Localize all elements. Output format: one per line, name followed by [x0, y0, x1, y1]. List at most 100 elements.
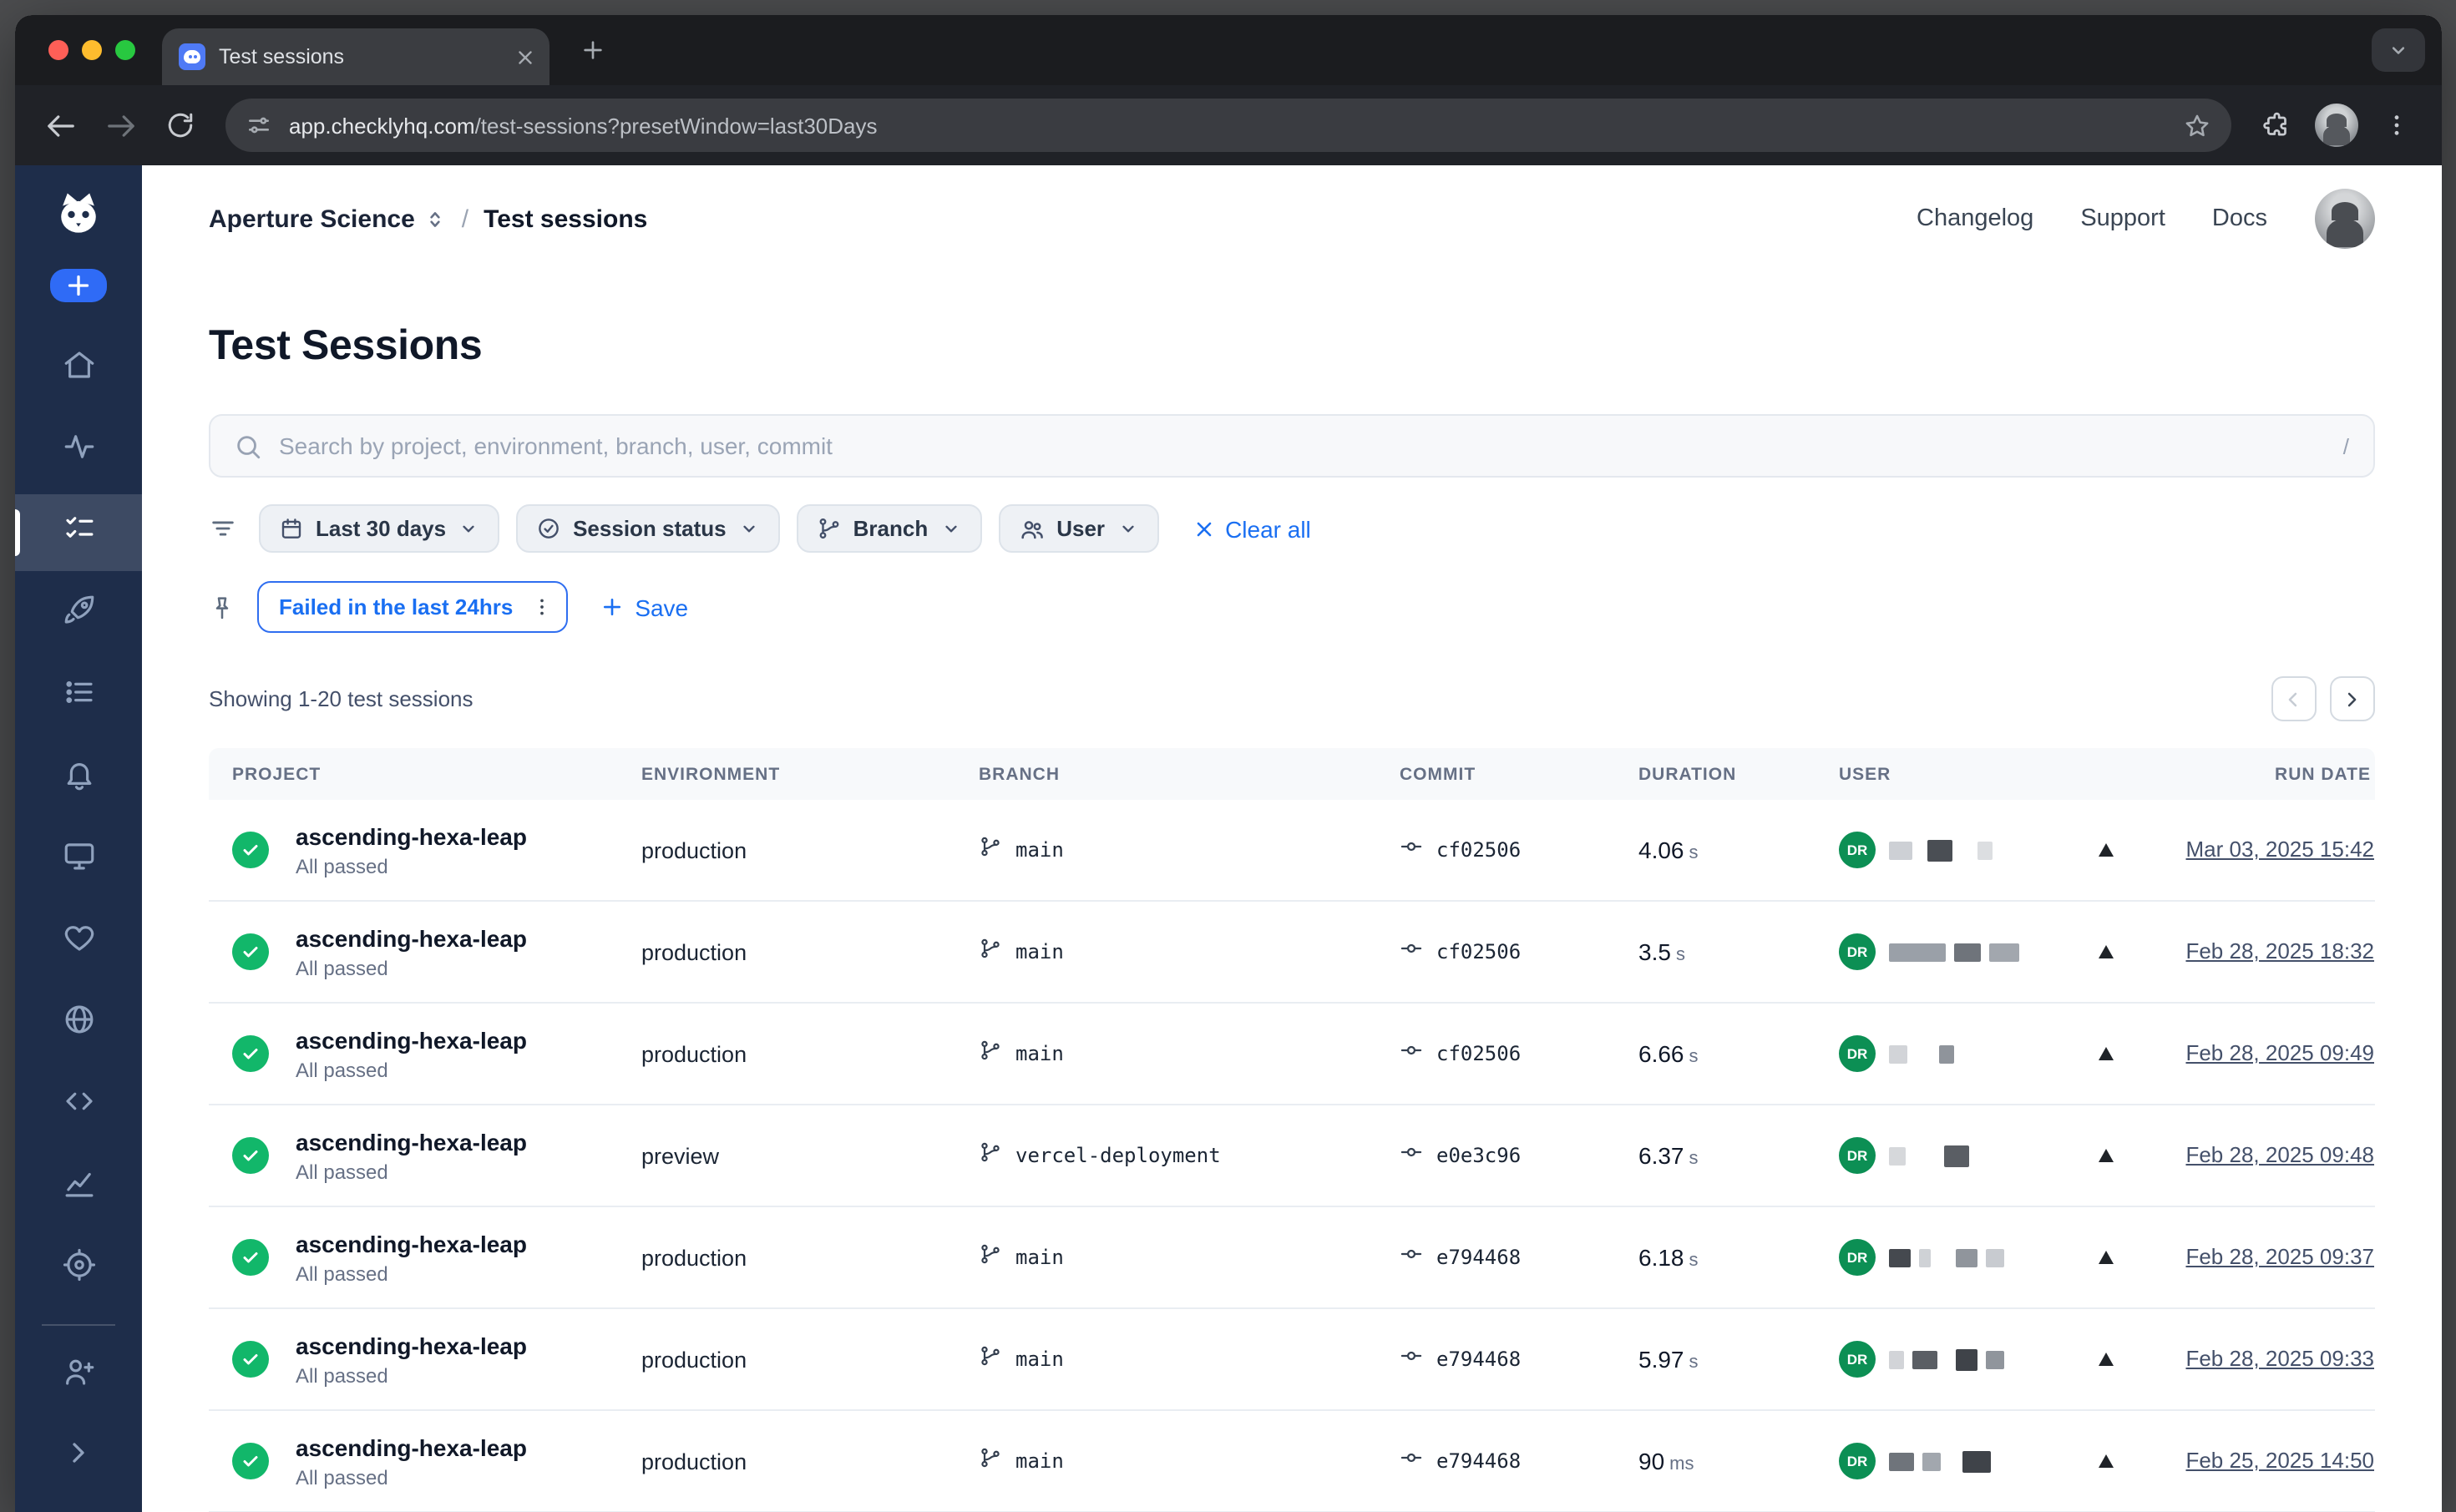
- branch-filter[interactable]: Branch: [796, 504, 982, 553]
- back-icon[interactable]: [32, 97, 89, 154]
- sidebar-item-private-locations[interactable]: [15, 821, 142, 898]
- create-new-button[interactable]: [50, 269, 107, 301]
- table-row[interactable]: ascending-hexa-leap All passed production…: [209, 1004, 2374, 1105]
- col-run-date: RUN DATE: [2275, 764, 2371, 784]
- table-row[interactable]: ascending-hexa-leap All passed production…: [209, 1207, 2374, 1309]
- save-filter-button[interactable]: Save: [600, 594, 688, 620]
- search-input[interactable]: [279, 432, 2327, 459]
- run-date-link[interactable]: Feb 28, 2025 09:37: [2185, 1244, 2374, 1269]
- branch-name: vercel-deployment: [1015, 1144, 1221, 1167]
- project-name: ascending-hexa-leap: [296, 924, 527, 951]
- tab-search-button[interactable]: [2371, 28, 2424, 72]
- forward-icon[interactable]: [92, 97, 149, 154]
- check-circle-icon: [536, 516, 561, 541]
- reload-icon[interactable]: [152, 97, 209, 154]
- run-date-link[interactable]: Feb 28, 2025 09:48: [2185, 1142, 2374, 1167]
- user-avatar[interactable]: [2314, 189, 2374, 249]
- status-text: All passed: [296, 854, 388, 877]
- saved-filter-chip[interactable]: Failed in the last 24hrs: [257, 581, 569, 633]
- user-avatar-initials: DR: [1839, 1341, 1876, 1378]
- run-date-link[interactable]: Feb 28, 2025 18:32: [2185, 938, 2374, 963]
- browser-profile-avatar[interactable]: [2314, 104, 2357, 147]
- sidebar-item-environments[interactable]: [15, 984, 142, 1061]
- sidebar-item-analytics[interactable]: [15, 1148, 142, 1225]
- tune-icon[interactable]: [246, 112, 272, 139]
- duration-value: 5.97: [1638, 1346, 1684, 1373]
- status-text: All passed: [296, 1363, 388, 1387]
- search-shortcut-hint: /: [2342, 433, 2349, 458]
- new-tab-button[interactable]: [570, 27, 616, 73]
- user-filter[interactable]: User: [998, 504, 1159, 553]
- sidebar-item-test-sessions[interactable]: [15, 493, 142, 570]
- sidebar-item-checklist[interactable]: [15, 657, 142, 734]
- duration-unit: ms: [1669, 1454, 1694, 1474]
- clear-all-button[interactable]: Clear all: [1192, 515, 1311, 542]
- commit-icon: [1400, 834, 1423, 866]
- table-row[interactable]: ascending-hexa-leap All passed preview ve…: [209, 1105, 2374, 1207]
- run-date-link[interactable]: Feb 25, 2025 14:50: [2185, 1448, 2374, 1473]
- status-passed-icon: [232, 1137, 269, 1174]
- duration-unit: s: [1675, 945, 1685, 965]
- previous-page-button[interactable]: [2271, 676, 2316, 721]
- page-content: Test Sessions /: [142, 272, 2441, 1512]
- window-controls: [48, 40, 135, 60]
- sidebar-item-alerts[interactable]: [15, 739, 142, 816]
- star-icon[interactable]: [2182, 111, 2210, 139]
- checkly-logo[interactable]: [47, 185, 110, 242]
- support-link[interactable]: Support: [2080, 205, 2165, 232]
- table-row[interactable]: ascending-hexa-leap All passed production…: [209, 1411, 2374, 1512]
- redacted-user-name: [1889, 839, 1993, 861]
- dots-vertical-icon[interactable]: [523, 587, 560, 627]
- sidebar-bottom: [15, 1307, 142, 1512]
- run-date-link[interactable]: Mar 03, 2025 15:42: [2185, 837, 2375, 862]
- tab-title: Test sessions: [219, 45, 345, 68]
- sidebar-item-invite-user[interactable]: [15, 1337, 142, 1413]
- menu-icon[interactable]: [2367, 97, 2424, 154]
- vercel-triangle-icon: [2096, 1247, 2116, 1267]
- sidebar-item-rocket[interactable]: [15, 575, 142, 652]
- user-filter-label: User: [1056, 516, 1106, 541]
- duration-unit: s: [1689, 1047, 1699, 1067]
- redacted-user-name: [1889, 1348, 2004, 1370]
- session-status-filter[interactable]: Session status: [516, 504, 780, 553]
- sidebar-collapse-toggle[interactable]: [15, 1418, 142, 1495]
- maximize-window-button[interactable]: [115, 40, 135, 60]
- vercel-triangle-icon: [2096, 1451, 2116, 1471]
- status-passed-icon: [232, 1239, 269, 1276]
- chevron-down-icon: [1117, 518, 1138, 539]
- code-icon: [61, 1083, 96, 1126]
- run-date-link[interactable]: Feb 28, 2025 09:33: [2185, 1346, 2374, 1371]
- heart-icon: [61, 919, 96, 963]
- changelog-link[interactable]: Changelog: [1917, 205, 2034, 232]
- status-text: All passed: [296, 1465, 388, 1489]
- commit-hash: cf02506: [1436, 1042, 1522, 1065]
- app-sidebar: [15, 165, 142, 1512]
- branch-name: main: [1015, 940, 1064, 963]
- close-window-button[interactable]: [48, 40, 68, 60]
- sidebar-item-home[interactable]: [15, 330, 142, 407]
- minimize-window-button[interactable]: [82, 40, 102, 60]
- table-row[interactable]: ascending-hexa-leap All passed production…: [209, 1309, 2374, 1411]
- saved-filter-label: Failed in the last 24hrs: [279, 594, 514, 619]
- next-page-button[interactable]: [2329, 676, 2374, 721]
- sidebar-item-target[interactable]: [15, 1230, 142, 1307]
- branch-icon: [979, 834, 1002, 866]
- status-passed-icon: [232, 1341, 269, 1378]
- tab-favicon: [179, 43, 205, 70]
- org-selector[interactable]: Aperture Science: [209, 205, 447, 233]
- sidebar-item-integrations[interactable]: [15, 903, 142, 979]
- browser-tab[interactable]: Test sessions: [162, 28, 549, 85]
- environment: preview: [641, 1143, 720, 1168]
- url-bar[interactable]: app.checklyhq.com/test-sessions?presetWi…: [225, 99, 2231, 152]
- sidebar-item-activity[interactable]: [15, 412, 142, 488]
- extensions-icon[interactable]: [2247, 97, 2304, 154]
- table-row[interactable]: ascending-hexa-leap All passed production…: [209, 800, 2374, 902]
- status-passed-icon: [232, 1443, 269, 1479]
- col-branch: BRANCH: [979, 764, 1060, 784]
- table-row[interactable]: ascending-hexa-leap All passed production…: [209, 902, 2374, 1004]
- date-range-filter[interactable]: Last 30 days: [259, 504, 500, 553]
- tab-close-icon[interactable]: [514, 46, 536, 68]
- docs-link[interactable]: Docs: [2211, 205, 2267, 232]
- run-date-link[interactable]: Feb 28, 2025 09:49: [2185, 1040, 2374, 1065]
- sidebar-item-snippets[interactable]: [15, 1066, 142, 1143]
